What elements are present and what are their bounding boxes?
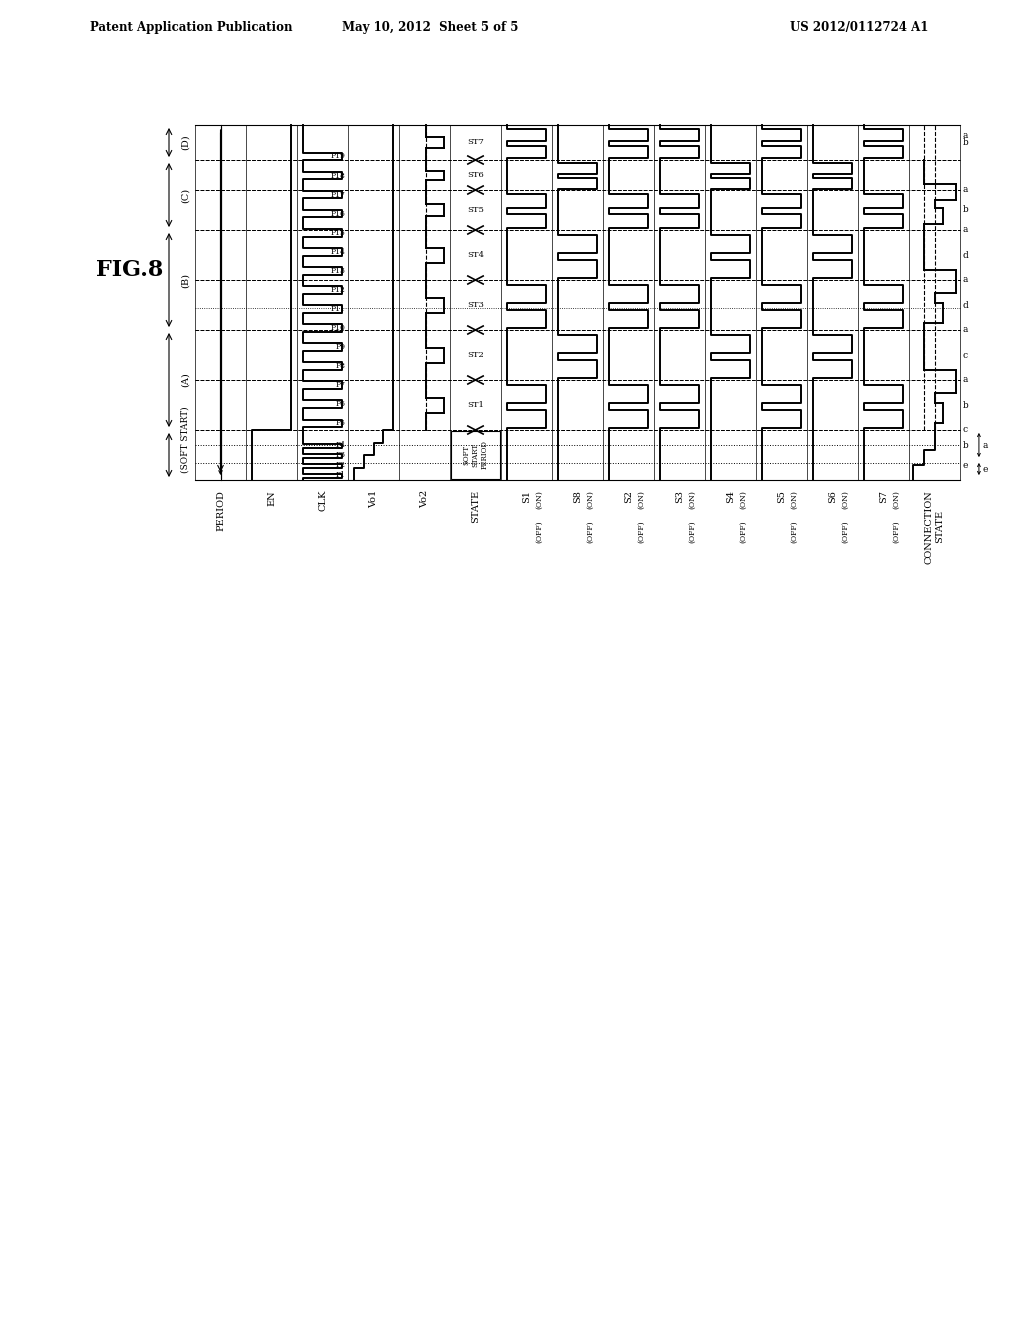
Text: a: a xyxy=(963,131,969,140)
Text: P11: P11 xyxy=(331,305,345,313)
Text: P1: P1 xyxy=(336,471,345,479)
Text: S4: S4 xyxy=(726,490,735,503)
Text: PERIOD: PERIOD xyxy=(216,490,225,531)
Text: (OFF): (OFF) xyxy=(791,520,799,543)
Text: e: e xyxy=(983,466,988,474)
Text: CONNECTION
STATE: CONNECTION STATE xyxy=(925,490,944,564)
Text: (OFF): (OFF) xyxy=(536,520,544,543)
Text: (ON): (ON) xyxy=(536,490,544,510)
Text: P6: P6 xyxy=(336,400,345,408)
Text: S5: S5 xyxy=(777,490,786,503)
Text: S2: S2 xyxy=(624,490,633,503)
Text: e: e xyxy=(963,461,969,470)
Text: b: b xyxy=(963,206,969,214)
Text: (OFF): (OFF) xyxy=(638,520,646,543)
Text: S6: S6 xyxy=(828,490,837,503)
Text: (OFF): (OFF) xyxy=(689,520,696,543)
Text: b: b xyxy=(963,400,969,409)
Text: ST2: ST2 xyxy=(467,351,484,359)
Text: a: a xyxy=(963,186,969,194)
Text: d: d xyxy=(963,251,969,260)
Text: d: d xyxy=(963,301,969,309)
Text: ST1: ST1 xyxy=(467,401,484,409)
Text: (D): (D) xyxy=(180,135,189,150)
Text: c: c xyxy=(963,351,968,359)
Text: P8: P8 xyxy=(336,362,345,370)
Text: (ON): (ON) xyxy=(739,490,748,510)
Text: Vo1: Vo1 xyxy=(369,490,378,508)
Text: EN: EN xyxy=(267,490,276,506)
Text: b: b xyxy=(963,441,969,450)
FancyBboxPatch shape xyxy=(451,432,500,479)
Text: P16: P16 xyxy=(331,210,345,218)
Text: Patent Application Publication: Patent Application Publication xyxy=(90,21,293,33)
Text: (A): (A) xyxy=(180,372,189,387)
Text: S1: S1 xyxy=(522,490,531,503)
Text: P9: P9 xyxy=(336,343,345,351)
Text: P7: P7 xyxy=(336,381,345,389)
Text: Vo2: Vo2 xyxy=(420,490,429,508)
Text: CLK: CLK xyxy=(318,490,327,511)
Text: P12: P12 xyxy=(331,286,345,294)
Text: a: a xyxy=(963,326,969,334)
Text: ST4: ST4 xyxy=(467,251,484,259)
Text: US 2012/0112724 A1: US 2012/0112724 A1 xyxy=(790,21,929,33)
Text: May 10, 2012  Sheet 5 of 5: May 10, 2012 Sheet 5 of 5 xyxy=(342,21,518,33)
Text: P4: P4 xyxy=(336,441,345,449)
Text: P18: P18 xyxy=(331,172,345,180)
Text: c: c xyxy=(963,425,968,434)
Text: ST6: ST6 xyxy=(467,172,484,180)
Text: ST3: ST3 xyxy=(467,301,484,309)
Text: STATE: STATE xyxy=(471,490,480,523)
Text: (SOFT START): (SOFT START) xyxy=(180,407,189,474)
Text: P5: P5 xyxy=(336,420,345,428)
Text: (ON): (ON) xyxy=(791,490,799,510)
Text: P10: P10 xyxy=(331,323,345,333)
Text: P13: P13 xyxy=(331,267,345,275)
Text: (C): (C) xyxy=(180,187,189,202)
Text: (OFF): (OFF) xyxy=(587,520,595,543)
Text: (OFF): (OFF) xyxy=(842,520,850,543)
Text: (OFF): (OFF) xyxy=(739,520,748,543)
Text: ST7: ST7 xyxy=(467,139,484,147)
Text: a: a xyxy=(963,226,969,235)
Text: S7: S7 xyxy=(879,490,888,503)
Text: (OFF): (OFF) xyxy=(893,520,901,543)
Text: S3: S3 xyxy=(675,490,684,503)
Text: a: a xyxy=(963,375,969,384)
Text: (ON): (ON) xyxy=(689,490,696,510)
Text: P14: P14 xyxy=(331,248,345,256)
Text: (B): (B) xyxy=(180,272,189,288)
Text: ST5: ST5 xyxy=(467,206,484,214)
Text: (ON): (ON) xyxy=(842,490,850,510)
Text: S8: S8 xyxy=(573,490,582,503)
Text: FIG.8: FIG.8 xyxy=(96,259,164,281)
Text: (ON): (ON) xyxy=(587,490,595,510)
Text: a: a xyxy=(963,276,969,285)
Text: P3: P3 xyxy=(335,451,345,459)
Text: a: a xyxy=(983,441,988,450)
Text: (ON): (ON) xyxy=(638,490,646,510)
Text: P2: P2 xyxy=(336,461,345,469)
Text: P17: P17 xyxy=(331,190,345,198)
Text: b: b xyxy=(963,139,969,147)
Text: P19: P19 xyxy=(331,152,345,161)
Text: P15: P15 xyxy=(331,228,345,236)
Text: SOFT
START
PERIOD: SOFT START PERIOD xyxy=(462,441,488,470)
Text: (ON): (ON) xyxy=(893,490,901,510)
